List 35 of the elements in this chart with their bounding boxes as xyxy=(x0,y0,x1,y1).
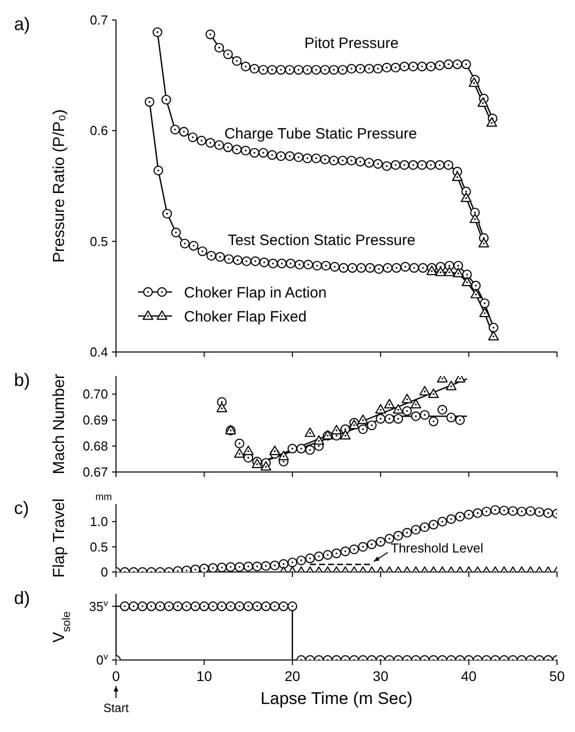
chart-title: c) xyxy=(14,498,29,518)
y-tick-label: 0.6 xyxy=(90,123,108,138)
x-tick-label: 50 xyxy=(549,668,565,684)
x-tick-label: 30 xyxy=(372,668,389,684)
y-tick-label: 1.0 xyxy=(90,514,108,530)
annotation: Start xyxy=(103,701,130,715)
y-tick-label: 0.5 xyxy=(90,539,108,554)
annotation: Test Section Static Pressure xyxy=(228,232,416,249)
x-axis-title: Lapse Time (m Sec) xyxy=(260,689,413,708)
x-tick-label: 40 xyxy=(461,668,477,684)
chart-title: d) xyxy=(14,588,30,608)
y-tick-label: 0.4 xyxy=(90,344,108,360)
legend-label: Choker Flap Fixed xyxy=(184,308,307,326)
y-axis-title: Flap Travel xyxy=(51,498,68,578)
y-tick-label: 0.5 xyxy=(90,234,108,249)
y-tick-label: 0.69 xyxy=(82,412,108,428)
y-axis-title: Pressure Ratio (P/P₀) xyxy=(51,109,68,263)
y-tick-label: 0.7 xyxy=(90,12,108,28)
annotation: Threshold Level xyxy=(390,540,484,556)
y-tick-label: 0.67 xyxy=(82,464,108,480)
legend-label: Choker Flap in Action xyxy=(184,284,327,302)
x-tick-label: 20 xyxy=(284,668,300,684)
x-tick-label: 10 xyxy=(196,668,212,684)
chart-title: b) xyxy=(14,370,30,390)
y-tick-label: 0.70 xyxy=(82,386,108,402)
y-tick-label: 35$^{v}$ xyxy=(88,598,108,614)
text: mm xyxy=(95,492,112,503)
y-tick-label: 0 xyxy=(100,564,108,580)
y-axis-title: Mach Number xyxy=(51,373,68,474)
y-tick-label: 0$^{v}$ xyxy=(96,652,108,668)
chart-title: a) xyxy=(14,14,30,34)
annotation: Charge Tube Static Pressure xyxy=(224,126,417,143)
y-tick-label: 0.68 xyxy=(82,438,108,454)
x-tick-label: 0 xyxy=(112,668,120,684)
annotation: Pitot Pressure xyxy=(304,34,399,52)
